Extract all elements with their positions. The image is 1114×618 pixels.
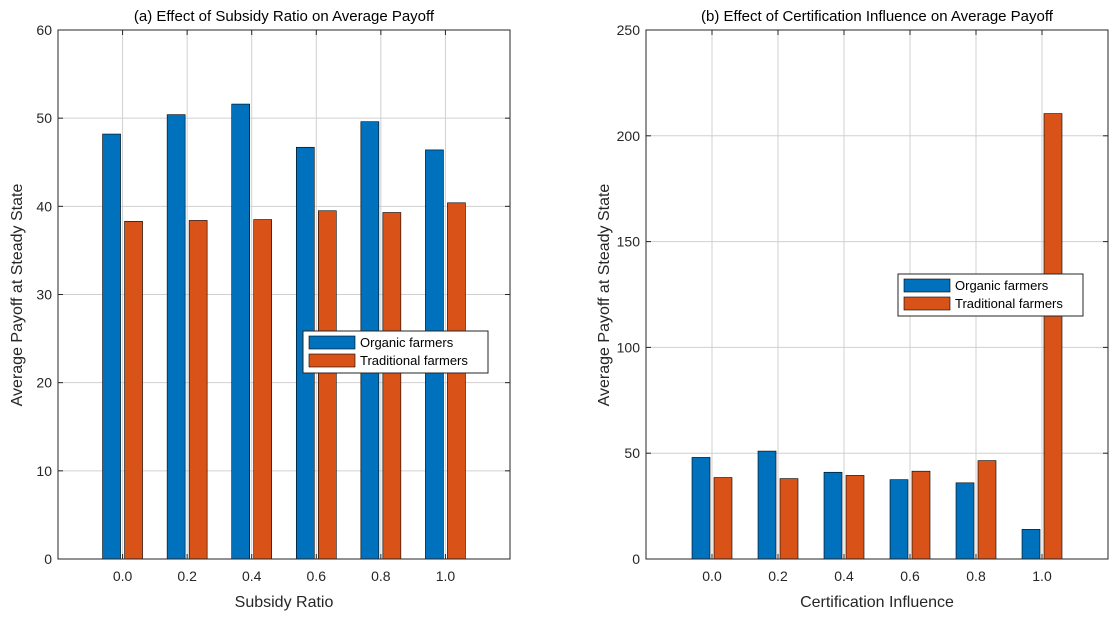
xtick-label-1: 0.2 [768,568,788,584]
chart-b-ylabel: Average Payoff at Steady State [596,184,613,407]
xtick-label-2: 0.4 [242,568,262,584]
ytick-label-2: 20 [36,375,52,391]
bar-traditional-1 [188,220,208,560]
ytick-label-4: 40 [36,198,52,214]
chart-b: (b) Effect of Certification Influence on… [596,8,1109,611]
chart-a-bars [102,103,466,560]
bar-organic-3 [889,479,909,560]
bar-traditional-2 [845,475,865,560]
chart-b-xlabel: Certification Influence [800,594,954,611]
ytick-label-5: 250 [617,22,641,38]
ytick-label-2: 100 [617,339,641,355]
bar-traditional-4 [382,212,402,560]
chart-b-axes: 0 50 100 150 200 250 0.0 0.2 0.4 0.6 0.8 1.0 [617,22,1109,584]
ytick-label-6: 60 [36,22,52,38]
bar-organic-5 [1021,529,1041,560]
xtick-label-3: 0.6 [307,568,327,584]
xtick-label-3: 0.6 [900,568,920,584]
bar-traditional-5 [1043,113,1063,560]
chart-a-legend: Organic farmers Traditional farmers [302,330,489,374]
legend-label-traditional: Traditional farmers [360,353,468,368]
bar-traditional-1 [779,478,799,560]
ytick-label-5: 50 [36,110,52,126]
ytick-label-4: 200 [617,128,641,144]
xtick-label-5: 1.0 [1032,568,1052,584]
ytick-label-3: 30 [36,287,52,303]
legend-label-organic: Organic farmers [360,335,454,350]
ytick-label-0: 0 [632,551,640,567]
legend-swatch-traditional [308,353,356,368]
legend-swatch-organic [903,278,951,293]
chart-b-grid [646,29,1108,560]
bar-organic-1 [166,114,186,560]
xtick-label-0: 0.0 [702,568,722,584]
chart-a-title: (a) Effect of Subsidy Ratio on Average P… [134,8,435,25]
bar-organic-2 [823,471,843,560]
chart-a-ylabel: Average Payoff at Steady State [9,184,26,407]
ytick-label-0: 0 [44,551,52,567]
bar-organic-4 [955,482,975,560]
bar-traditional-2 [253,219,273,560]
xtick-label-1: 0.2 [177,568,197,584]
chart-b-legend: Organic farmers Traditional farmers [897,273,1084,317]
chart-a: (a) Effect of Subsidy Ratio on Average P… [9,8,511,611]
xtick-label-0: 0.0 [113,568,133,584]
ytick-label-3: 150 [617,234,641,250]
bar-organic-1 [757,450,777,560]
bar-traditional-5 [447,202,466,560]
bar-organic-0 [102,133,121,560]
xtick-label-2: 0.4 [834,568,854,584]
ytick-label-1: 10 [36,463,52,479]
xtick-label-5: 1.0 [436,568,456,584]
legend-label-traditional: Traditional farmers [955,296,1063,311]
bar-traditional-0 [713,477,733,560]
chart-a-xlabel: Subsidy Ratio [235,594,334,611]
legend-label-organic: Organic farmers [955,278,1049,293]
legend-swatch-organic [308,335,356,350]
xtick-label-4: 0.8 [371,568,391,584]
bar-organic-0 [691,457,711,560]
chart-b-bars [691,113,1063,560]
bar-traditional-0 [124,221,143,560]
bar-organic-2 [231,103,251,560]
bar-traditional-3 [911,470,931,560]
ytick-label-1: 50 [624,445,640,461]
bar-traditional-4 [977,460,997,560]
chart-a-axes: 0 10 20 30 40 50 60 0.0 0.2 0.4 0.6 0.8 1.0 [36,22,511,584]
bar-traditional-3 [317,210,337,560]
legend-swatch-traditional [903,296,951,311]
chart-b-title: (b) Effect of Certification Influence on… [701,8,1054,25]
xtick-label-4: 0.8 [966,568,986,584]
axes-box [645,29,1109,560]
